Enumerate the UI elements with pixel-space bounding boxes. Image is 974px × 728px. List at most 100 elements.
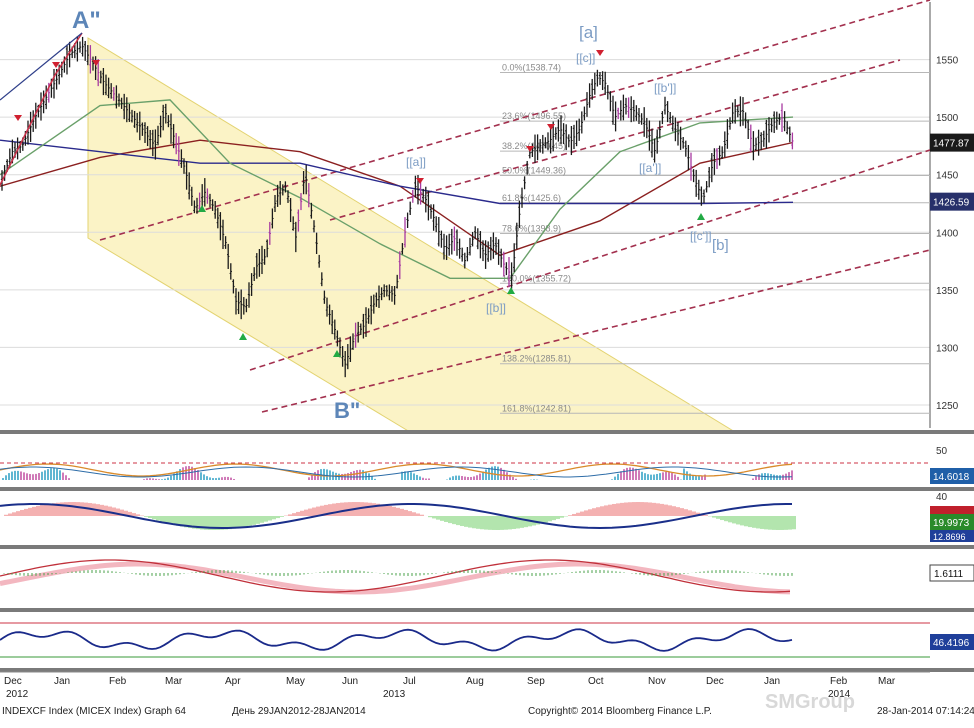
- panel1-bar: [155, 479, 157, 480]
- panel1-bar: [143, 479, 145, 480]
- y-tick-label: 1400: [936, 228, 959, 239]
- panel2-area: [144, 516, 148, 517]
- panel2-area: [716, 516, 720, 519]
- panel1-bar: [203, 474, 205, 480]
- panel1-bar: [167, 478, 169, 480]
- panel2-area: [132, 513, 136, 516]
- panel2-area: [612, 504, 616, 516]
- panel1-bar: [428, 478, 430, 480]
- panel1-bar: [350, 472, 352, 480]
- panel2-area: [672, 506, 676, 516]
- panel2-area: [768, 516, 772, 530]
- panel1-bar: [614, 477, 616, 480]
- panel2-area: [740, 516, 744, 525]
- panel2-area: [552, 516, 556, 520]
- panel1-bar: [632, 468, 634, 480]
- panel2-area: [112, 507, 116, 516]
- panel1-bar: [422, 478, 424, 480]
- month-label: Apr: [225, 676, 241, 687]
- panel2-area: [308, 509, 312, 516]
- panel2-area: [624, 503, 628, 516]
- panel2-area: [276, 516, 280, 518]
- panel-separator: [0, 430, 974, 434]
- panel2-area: [560, 516, 564, 518]
- y-tick-label: 1450: [936, 171, 959, 182]
- panel1-bar: [674, 475, 676, 480]
- panel2-area: [32, 507, 36, 516]
- panel1-bar: [215, 478, 217, 480]
- panel2-area: [236, 516, 240, 528]
- panel2-area: [400, 509, 404, 516]
- panel1-bar: [641, 472, 643, 480]
- panel1-bar: [698, 476, 700, 480]
- month-label: May: [286, 676, 305, 687]
- panel2-area: [524, 516, 528, 527]
- panel2-area: [772, 516, 776, 530]
- panel2-area: [408, 511, 412, 516]
- panel2-area: [448, 516, 452, 523]
- panel1-tick: 50: [936, 446, 948, 457]
- panel2-area: [760, 516, 764, 529]
- panel2-area: [12, 512, 16, 516]
- panel2-area: [412, 512, 416, 516]
- panel2-area: [272, 516, 276, 519]
- panel2-area: [712, 516, 716, 518]
- panel2-area: [452, 516, 456, 524]
- panel1-bar: [26, 473, 28, 480]
- panel2-area: [292, 513, 296, 516]
- panel2-area: [24, 509, 28, 516]
- panel1-bar: [647, 474, 649, 480]
- panel2-area: [664, 505, 668, 516]
- panel1-bar: [62, 473, 64, 480]
- panel-separator: [0, 668, 974, 672]
- panel2-area: [548, 516, 552, 521]
- panel1-line: [0, 464, 792, 476]
- panel2-area: [776, 516, 780, 530]
- panel1-bar: [50, 468, 52, 480]
- panel2-area: [732, 516, 736, 523]
- panel4-line: [0, 629, 792, 651]
- panel1-bar: [374, 479, 376, 480]
- panel2-area: [404, 510, 408, 516]
- panel1-bar: [755, 476, 757, 480]
- panel2-area: [364, 502, 368, 516]
- panel1-bar: [470, 477, 472, 480]
- panel2-area: [136, 514, 140, 516]
- panel2-area: [652, 503, 656, 516]
- panel2-area: [496, 516, 500, 530]
- panel1-bar: [47, 469, 49, 480]
- panel1-bar: [20, 471, 22, 480]
- panel2-area: [20, 510, 24, 516]
- panel1-bar: [149, 478, 151, 480]
- panel2-area: [432, 516, 436, 518]
- panel1-bar: [665, 472, 667, 480]
- month-label: Jul: [403, 676, 416, 687]
- panel1-bar: [65, 475, 67, 480]
- fib-label: 0.0%(1538.74): [502, 63, 561, 73]
- panel2-area: [456, 516, 460, 525]
- panel2-area: [644, 502, 648, 516]
- panel1-bar: [209, 477, 211, 480]
- panel1-bar: [407, 471, 409, 480]
- panel2-area: [252, 516, 256, 525]
- panel2-area: [156, 516, 160, 520]
- panel2-area: [440, 516, 444, 521]
- year-label: 2013: [383, 689, 406, 700]
- panel1-bar: [650, 475, 652, 480]
- panel2-area: [160, 516, 164, 522]
- panel1-bar: [656, 474, 658, 480]
- panel1-bar: [326, 469, 328, 480]
- panel1-bar: [146, 478, 148, 480]
- wave-label: [a]: [579, 23, 598, 42]
- panel1-bar: [194, 468, 196, 480]
- fib-label: 38.2%(1470.45): [502, 141, 566, 151]
- panel2-area: [656, 503, 660, 516]
- panel2-area: [248, 516, 252, 526]
- panel1-bar: [8, 473, 10, 480]
- wave-label: A": [72, 7, 101, 34]
- copyright-label: Copyright© 2014 Bloomberg Finance L.P.: [528, 706, 712, 717]
- y-tick-label: 1550: [936, 56, 959, 67]
- panel1-bar: [476, 475, 478, 480]
- panel1-bar: [200, 472, 202, 480]
- panel2-area: [640, 502, 644, 516]
